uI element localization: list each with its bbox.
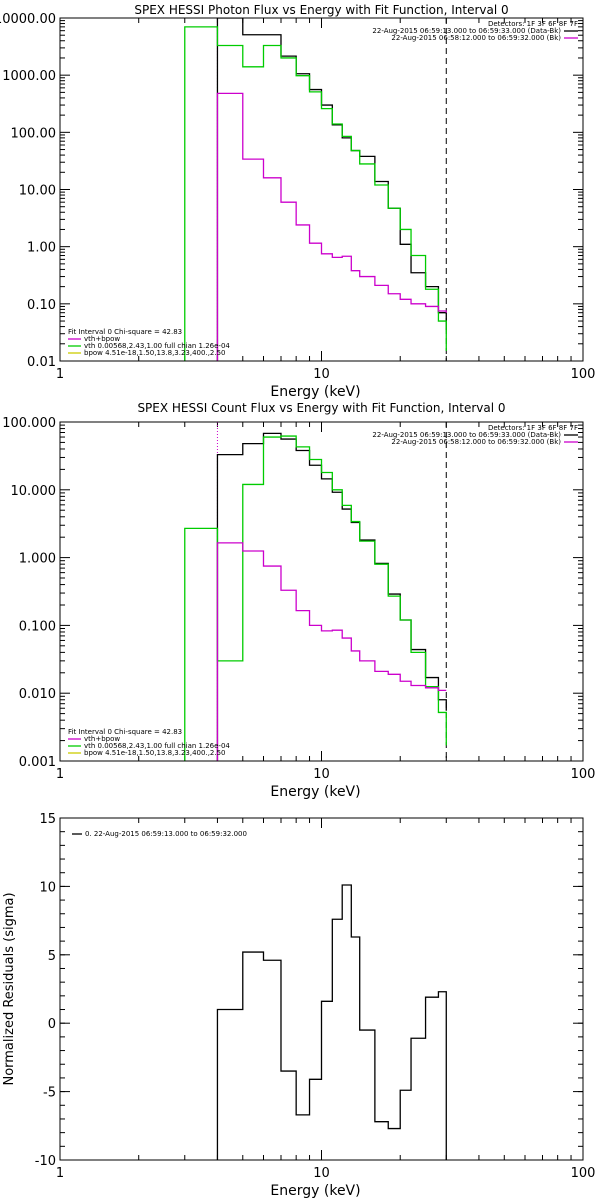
plot-frame (59, 17, 584, 362)
y-tick-label: 10 (39, 880, 56, 895)
legend-entry: Detectors: 1F 3F 6F 8F 7F (488, 20, 578, 28)
chart-panel-1: SPEX HESSI Photon Flux vs Energy with Fi… (0, 3, 595, 400)
chart-title: SPEX HESSI Count Flux vs Energy with Fit… (137, 401, 505, 415)
x-tick-label: 10 (313, 367, 330, 382)
legend-entry: Fit Interval 0 Chi-square = 42.83 (68, 728, 182, 736)
series-line-2 (184, 26, 447, 361)
legend-entry: 0. 22-Aug-2015 06:59:13.000 to 06:59:32.… (85, 830, 247, 838)
x-tick-label: 1 (56, 367, 64, 382)
y-tick-label: 10.00 (19, 184, 56, 199)
legend-entry: 22-Aug-2015 06:59:13.000 to 06:59:33.000… (372, 27, 561, 35)
y-tick-label: 15 (39, 812, 56, 827)
y-tick-label: 1.00 (27, 241, 56, 256)
legend-entry: Detectors: 1F 3F 6F 8F 7F (488, 424, 578, 432)
legend-entry: bpow 4.51e-18,1.50,13.8,3.23,400.,2.50 (84, 349, 226, 357)
y-tick-label: 0.010 (19, 687, 56, 702)
chart-title: SPEX HESSI Photon Flux vs Energy with Fi… (134, 3, 508, 17)
legend-entry: vth 0.00568,2.43,1.00 full chian 1.26e-0… (84, 742, 230, 750)
y-tick-label: 0.10 (27, 298, 56, 313)
y-tick-label: 0.001 (19, 755, 56, 770)
x-axis-label: Energy (keV) (270, 384, 360, 400)
series-line-1 (216, 884, 447, 1160)
y-tick-label: 10.000 (11, 484, 57, 499)
x-tick-label: 100 (571, 767, 596, 782)
x-axis-label: Energy (keV) (270, 1183, 360, 1199)
series-line-3 (216, 92, 447, 361)
y-tick-label: 10000.00 (0, 12, 56, 27)
x-tick-label: 1 (56, 1166, 64, 1181)
x-axis-label: Energy (keV) (270, 784, 360, 800)
x-tick-label: 1 (56, 767, 64, 782)
chart-panel-2: SPEX HESSI Count Flux vs Energy with Fit… (2, 401, 595, 800)
legend-entry: bpow 4.51e-18,1.50,13.8,3.23,400.,2.50 (84, 749, 226, 757)
y-tick-label: 1.000 (19, 552, 56, 567)
y-axis-label: Normalized Residuals (sigma) (2, 892, 17, 1085)
x-tick-label: 100 (571, 367, 596, 382)
plot-frame (59, 421, 584, 762)
y-tick-label: 5 (48, 949, 56, 964)
chart-panel-3: 1 10 100 Energy (keV) 15 10 5 0 -5 -10 Normalized … (2, 812, 595, 1199)
y-tick-label: 0 (48, 1017, 56, 1032)
series-line-1 (216, 18, 447, 361)
x-tick-label: 100 (571, 1166, 596, 1181)
legend-entry: vth+bpow (84, 735, 120, 743)
y-tick-label: 0.100 (19, 619, 56, 634)
legend-entry: 22-Aug-2015 06:59:13.000 to 06:59:33.000… (372, 431, 561, 439)
plot-area (184, 422, 447, 761)
y-tick-label: 100.000 (2, 416, 56, 431)
legend-entry: 22-Aug-2015 06:58:12.000 to 06:59:32.000… (391, 438, 561, 446)
legend-entry: vth 0.00568,2.43,1.00 full chian 1.26e-0… (84, 342, 230, 350)
y-tick-label: -5 (43, 1086, 56, 1101)
series-line-2 (184, 435, 447, 761)
legend-entry: 22-Aug-2015 06:58:12.000 to 06:59:32.000… (391, 34, 561, 42)
y-tick-label: 100.00 (11, 126, 57, 141)
plot-area (216, 884, 447, 1160)
y-tick-label: 0.01 (27, 355, 56, 370)
legend-entry: Fit Interval 0 Chi-square = 42.83 (68, 328, 182, 336)
plot-frame (59, 817, 584, 1161)
y-tick-label: 1000.00 (2, 69, 56, 84)
y-tick-label: -10 (35, 1154, 56, 1169)
x-tick-label: 10 (313, 1166, 330, 1181)
legend-entry: vth+bpow (84, 335, 120, 343)
plot-area (184, 18, 447, 361)
x-tick-label: 10 (313, 767, 330, 782)
series-line-1 (216, 432, 447, 761)
series-line-3 (216, 542, 447, 761)
